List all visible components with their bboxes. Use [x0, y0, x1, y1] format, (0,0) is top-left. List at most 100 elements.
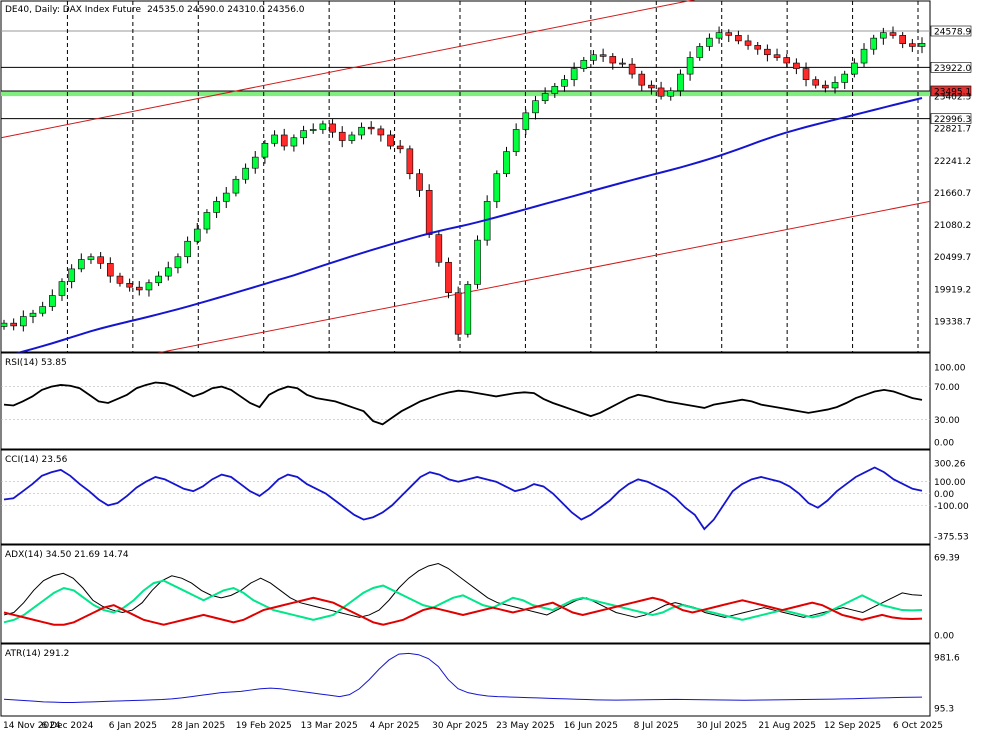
- indicator-tick-label: 300.26: [934, 460, 966, 470]
- candle-body: [387, 134, 394, 147]
- candle-body: [348, 134, 356, 141]
- adx-pane[interactable]: ADX(14) 34.50 21.69 14.74 69.39 0.00: [0, 544, 960, 644]
- candle-body: [899, 35, 906, 44]
- rsi-pane[interactable]: RSI(14) 53.85 100.00 70.00 30.00 0.00: [0, 352, 966, 450]
- candle-body: [822, 84, 829, 89]
- candle-body: [619, 62, 626, 65]
- candle-body: [213, 201, 220, 213]
- candle-body: [261, 142, 269, 158]
- candle-body: [319, 123, 327, 130]
- candle-body: [435, 234, 443, 263]
- indicator-tick-label: 981.6: [934, 654, 960, 664]
- candle-body: [329, 123, 336, 133]
- price-tick-label: 19338.7: [934, 318, 971, 328]
- candle-body: [841, 73, 848, 83]
- price-tick-label: 20499.7: [934, 253, 971, 263]
- candle-body: [155, 275, 162, 284]
- date-tick-label: 30 Apr 2025: [432, 721, 488, 731]
- candle-body: [193, 228, 201, 242]
- candle-body: [657, 87, 665, 97]
- atr-label: ATR(14) 291.2: [5, 649, 69, 659]
- candle-body: [174, 256, 182, 269]
- candle-body: [377, 128, 385, 136]
- candle-body: [10, 322, 17, 327]
- atr-pane[interactable]: ATR(14) 291.2 981.6 95.3: [0, 643, 960, 717]
- date-tick-label: 28 Jan 2025: [171, 721, 225, 731]
- indicator-tick-label: 70.00: [934, 383, 960, 393]
- cci-pane[interactable]: CCI(14) 23.56 300.26 100.00 0.00 -100.00 -37…: [0, 449, 969, 545]
- price-tick-label: 22996.3: [934, 115, 971, 125]
- candle-body: [638, 73, 646, 86]
- price-tick-label: 23922.0: [934, 64, 971, 74]
- candle-body: [851, 62, 858, 75]
- candle-body: [628, 63, 636, 75]
- candle-body: [812, 79, 820, 86]
- adx-pane-frame: [0, 544, 931, 644]
- date-tick-label: 6 Oct 2025: [893, 721, 943, 731]
- price-tick-label: 23402.3: [934, 93, 971, 103]
- indicator-tick-label: 0.00: [934, 632, 954, 642]
- date-tick-label: 14 Nov 2024: [3, 721, 61, 731]
- price-tick-label: 19919.2: [934, 285, 971, 295]
- candle-body: [338, 131, 346, 141]
- candle-body: [425, 190, 433, 235]
- chart-title: DE40, Daily: DAX Index Future 24535.0 245…: [5, 5, 305, 15]
- candle-body: [493, 173, 501, 202]
- candle-body: [145, 282, 153, 291]
- atr-pane-frame: [0, 643, 931, 717]
- candle-body: [667, 90, 675, 97]
- level-tag: [930, 62, 972, 73]
- price-tick-label: 23495.1: [934, 87, 971, 97]
- indicator-tick-label: 69.39: [934, 554, 960, 564]
- candle-body: [116, 275, 124, 284]
- candle-body: [474, 239, 481, 285]
- candle-body: [280, 134, 288, 147]
- candle-body: [541, 93, 549, 101]
- date-tick-label: 23 May 2025: [496, 721, 555, 731]
- candle-body: [416, 173, 423, 191]
- indicator-tick-label: -375.53: [934, 533, 969, 543]
- price-tick-label: 22241.2: [934, 157, 971, 167]
- adx-label: ADX(14) 34.50 21.69 14.74: [5, 550, 129, 560]
- cci-label: CCI(14) 23.56: [5, 455, 68, 465]
- candle-body: [78, 259, 85, 270]
- candle-body: [203, 212, 211, 230]
- date-tick-label: 21 Aug 2025: [758, 721, 816, 731]
- rsi-label: RSI(14) 53.85: [5, 358, 67, 368]
- candle-body: [367, 126, 375, 130]
- date-tick-label: 4 Apr 2025: [370, 721, 420, 731]
- price-tick-label: 22821.7: [934, 125, 971, 135]
- adx-line: [3, 562, 923, 618]
- candle-body: [0, 322, 8, 327]
- date-tick-label: 6 Jan 2025: [109, 721, 157, 731]
- candle-body: [696, 46, 704, 58]
- indicator-tick-label: 0.00: [934, 439, 954, 449]
- candle-body: [49, 295, 56, 307]
- candle-body: [686, 57, 694, 75]
- horizontal-levels: [1, 30, 930, 120]
- rsi-line: [3, 381, 923, 426]
- candle-body: [909, 43, 916, 47]
- price-pane[interactable]: DE40, Daily: DAX Index Future 24535.0 245…: [0, 0, 972, 716]
- candle-body: [648, 84, 655, 89]
- candle-body: [889, 32, 897, 36]
- candle-body: [773, 54, 781, 58]
- indicator-tick-label: -100.00: [934, 502, 969, 512]
- candles: [0, 26, 926, 341]
- candle-body: [271, 134, 278, 144]
- candle-body: [802, 68, 810, 80]
- candle-body: [715, 32, 723, 39]
- candle-body: [97, 256, 104, 264]
- support-zone: [1, 90, 930, 97]
- candle-body: [609, 56, 617, 64]
- date-tick-label: 12 Sep 2025: [824, 721, 881, 731]
- atr-line: [3, 652, 923, 703]
- candle-body: [222, 192, 230, 202]
- candle-body: [735, 35, 742, 42]
- date-tick-label: 13 Mar 2025: [301, 721, 358, 731]
- candle-body: [454, 292, 462, 335]
- candle-body: [677, 73, 684, 92]
- candle-body: [532, 100, 539, 114]
